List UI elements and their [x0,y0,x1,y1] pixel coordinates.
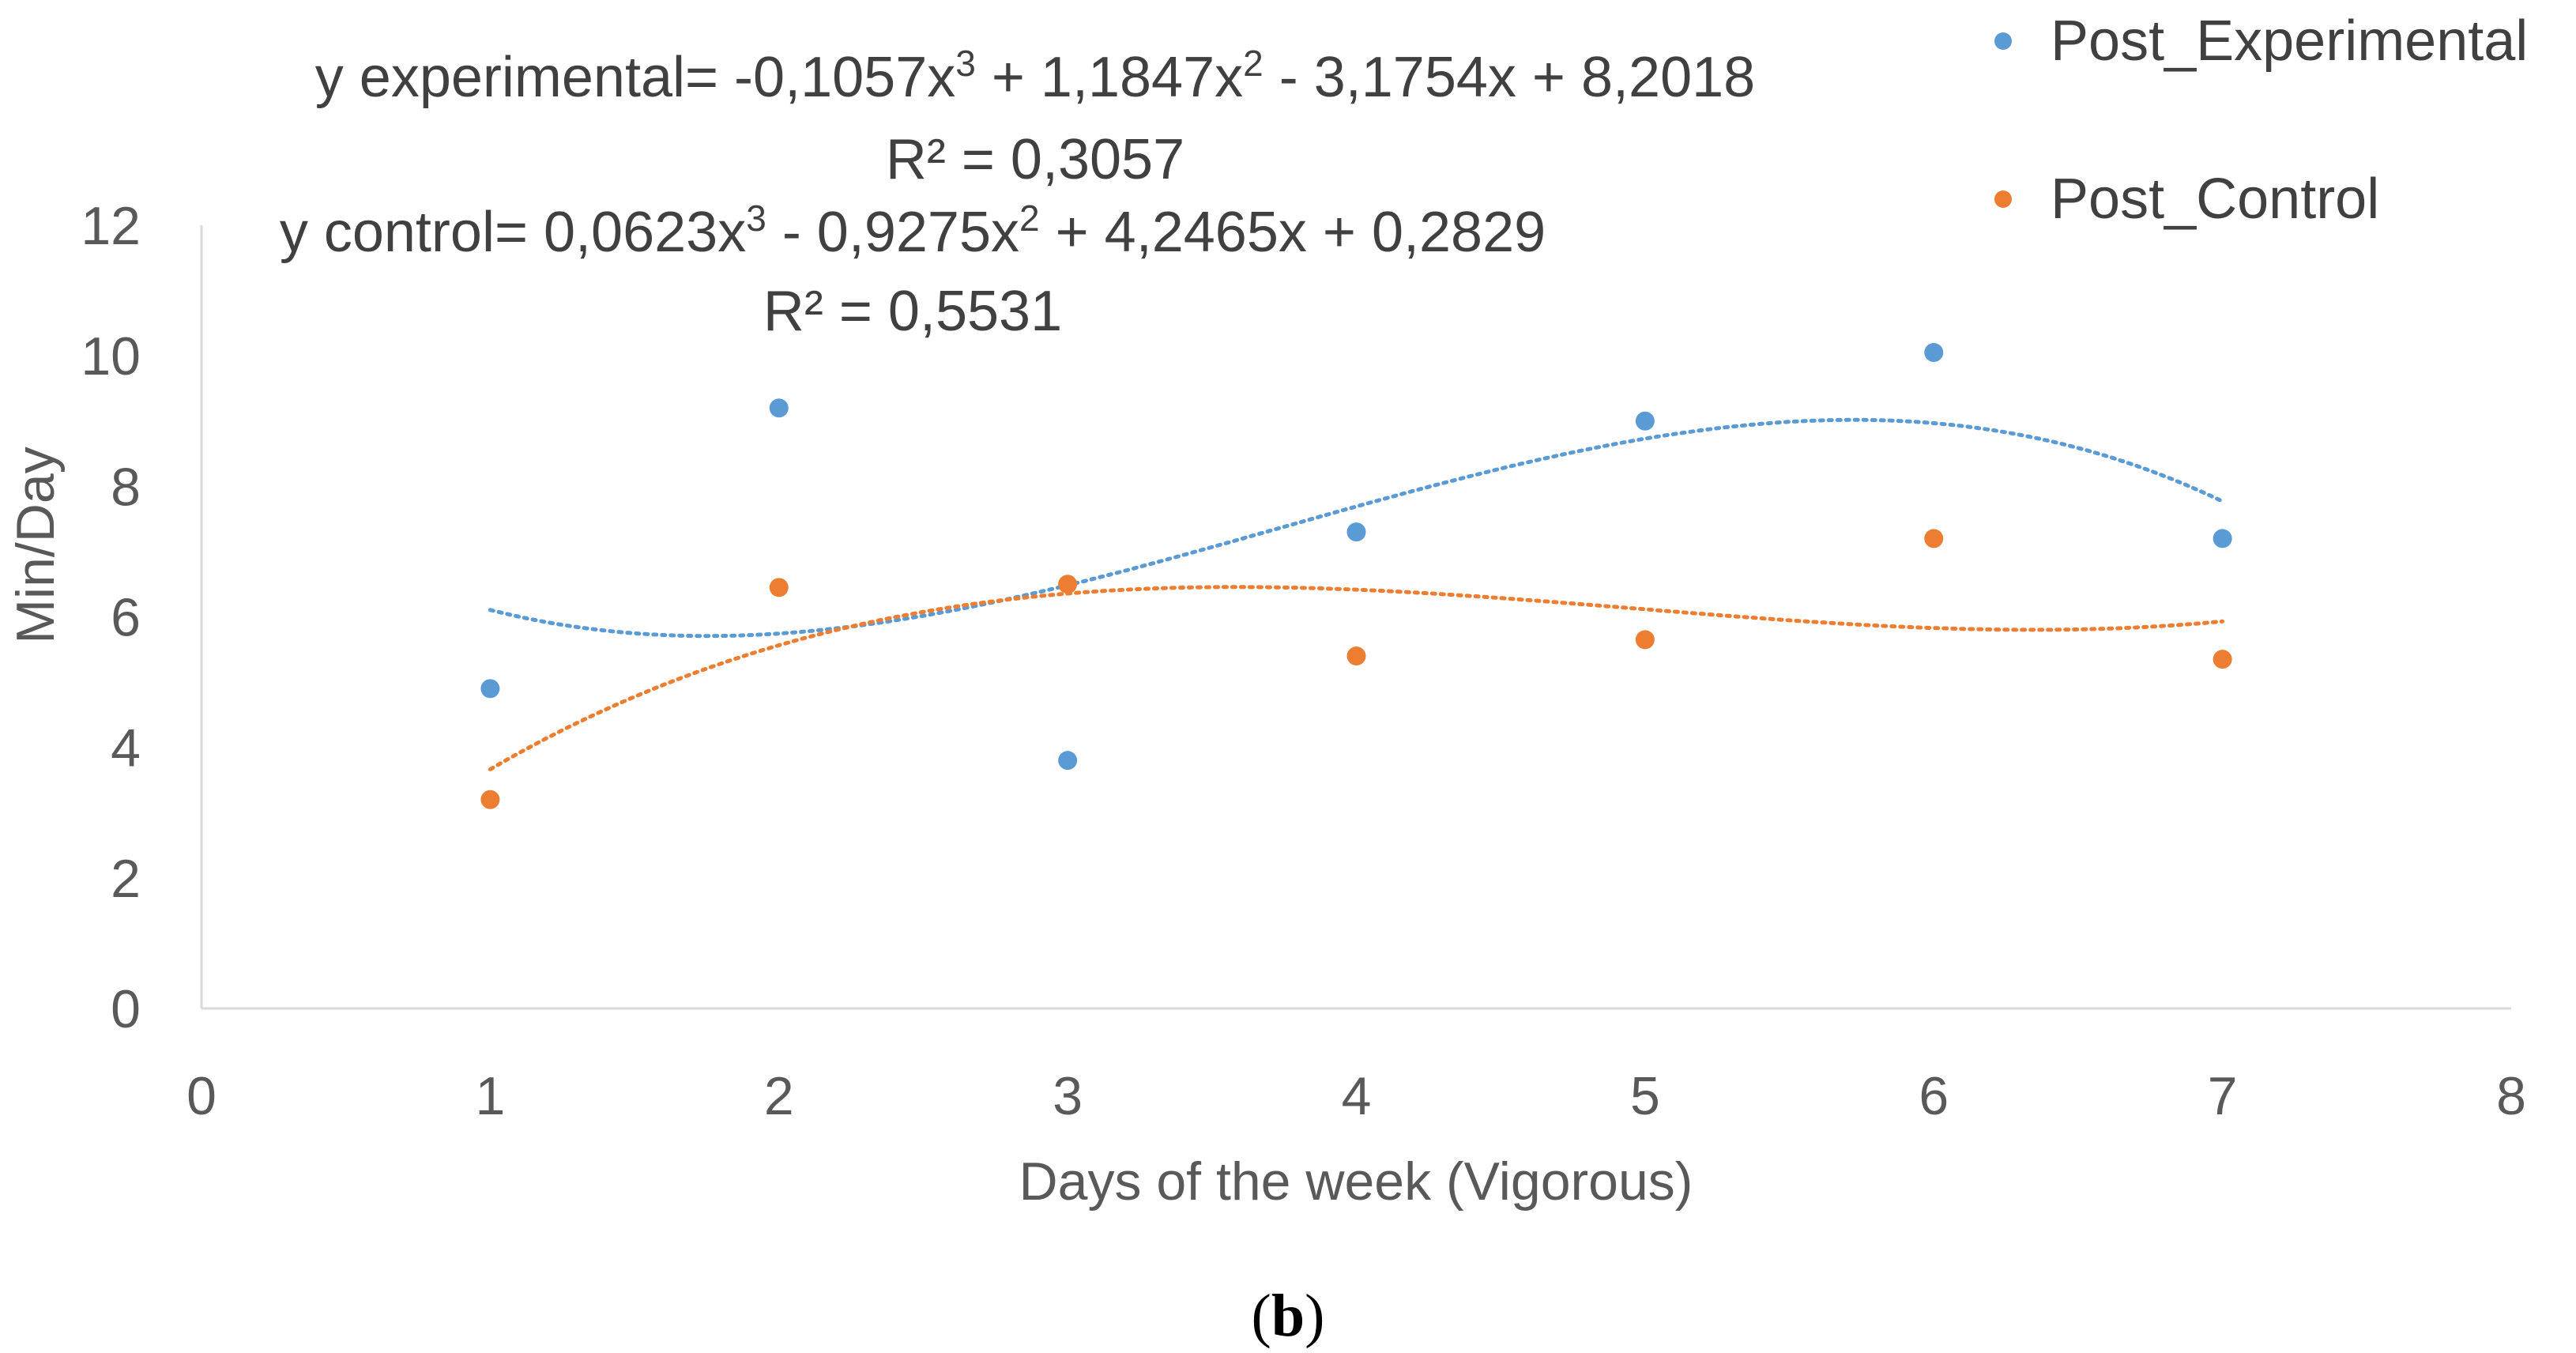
equation-experimental-exp2: 2 [1243,43,1264,84]
x-tick-label: 4 [1342,1066,1372,1126]
svg-text:y experimental= -0,1057x3 + 1,: y experimental= -0,1057x3 + 1,1847x2 - 3… [315,43,1755,109]
experimental-point [769,398,789,418]
legend-item-control: Post_Control [1994,168,2379,231]
data-points [480,343,2232,809]
equation-control-mid: - 0,9275x [766,201,1019,264]
experimental-point [480,679,500,699]
control-point [1058,575,1078,594]
equation-control-exp2: 2 [1019,198,1040,239]
figure-caption: (b) [1252,1283,1325,1349]
control-point [480,790,500,809]
legend-label-control: Post_Control [2051,168,2379,231]
y-tick-label: 12 [81,196,141,256]
y-tick-label: 6 [111,588,141,648]
x-tick-label: 1 [475,1066,505,1126]
y-axis-title: Min/Day [6,447,66,643]
x-tick-label: 0 [186,1066,217,1126]
y-tick-label: 10 [81,326,141,386]
equation-control-exp3: 3 [746,198,766,239]
trendlines [488,417,2225,771]
equation-experimental-exp3: 3 [955,43,976,84]
axes [200,225,2511,1010]
trendline-control [488,585,2225,771]
x-tick-labels: 0 1 2 3 4 5 6 7 8 [186,1066,2526,1126]
legend-marker-control [1994,190,2012,208]
experimental-point [1635,411,1655,431]
y-tick-label: 4 [111,718,141,778]
y-tick-label: 2 [111,849,141,909]
r2-control: R² = 0,5531 [763,280,1062,343]
equation-control-prefix: y control= 0,0623x [280,201,746,264]
legend-item-experimental: Post_Experimental [1994,9,2528,73]
experimental-point [2213,529,2232,548]
control-point [1924,529,1944,548]
equation-control-rest: + 4,2465x + 0,2829 [1040,201,1546,264]
caption-open-paren: ( [1252,1283,1271,1349]
experimental-point [1346,522,1366,542]
x-tick-label: 6 [1919,1066,1949,1126]
x-tick-label: 2 [764,1066,794,1126]
x-tick-label: 5 [1630,1066,1660,1126]
experimental-point [1058,751,1078,771]
caption-close-paren: ) [1305,1283,1324,1349]
svg-text:y control= 0,0623x3 - 0,9275x2: y control= 0,0623x3 - 0,9275x2 + 4,2465x… [280,198,1546,264]
x-tick-label: 8 [2496,1066,2526,1126]
control-point [2213,650,2232,669]
control-point [1635,630,1655,650]
legend-marker-experimental [1994,32,2012,50]
equation-experimental: y experimental= -0,1057x3 + 1,1847x2 - 3… [315,43,1755,191]
legend-label-experimental: Post_Experimental [2051,9,2528,73]
y-tick-labels: 0 2 4 6 8 10 12 [81,196,141,1039]
y-tick-label: 0 [111,979,141,1039]
y-tick-label: 8 [111,457,141,517]
legend: Post_Experimental Post_Control [1994,9,2528,231]
caption-letter: b [1271,1283,1305,1349]
equation-experimental-rest: - 3,1754x + 8,2018 [1264,46,1755,109]
equation-experimental-mid: + 1,1847x [976,46,1243,109]
equation-experimental-prefix: y experimental= -0,1057x [315,46,955,109]
x-axis-title: Days of the week (Vigorous) [1019,1151,1693,1212]
x-tick-label: 3 [1053,1066,1083,1126]
r2-experimental: R² = 0,3057 [886,128,1184,191]
control-point [769,578,789,597]
control-point [1346,646,1366,666]
equation-control: y control= 0,0623x3 - 0,9275x2 + 4,2465x… [280,198,1546,343]
experimental-point [1924,343,1944,363]
x-tick-label: 7 [2208,1066,2238,1126]
trendline-experimental [488,417,2225,639]
